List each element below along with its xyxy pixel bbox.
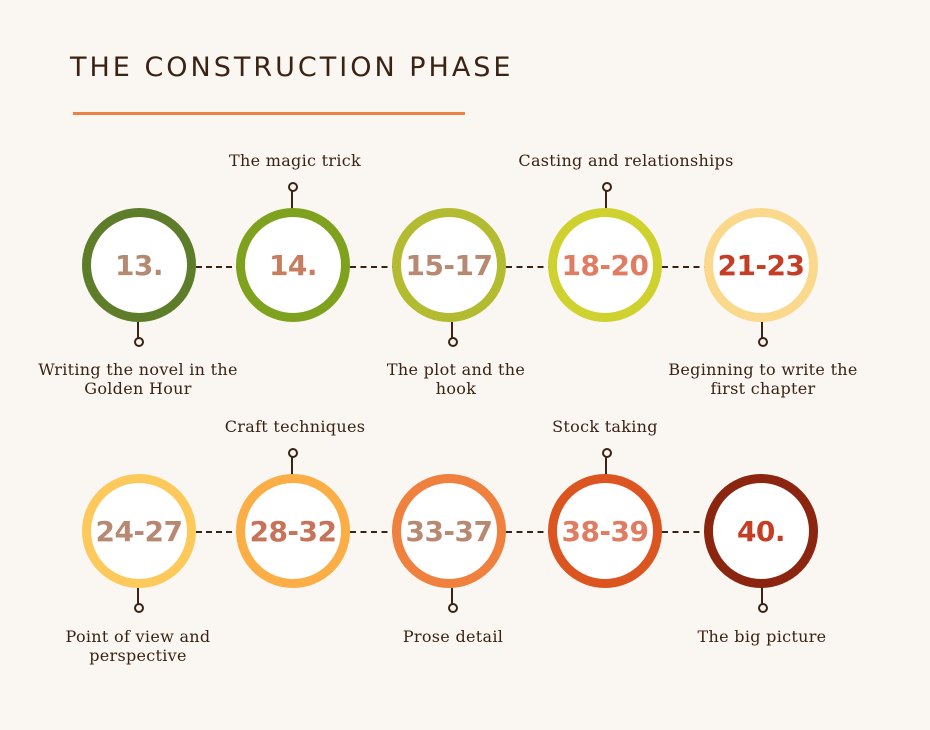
label-craft-techniques: Craft techniques bbox=[224, 417, 366, 436]
stem-dot bbox=[134, 603, 144, 613]
node-15-17: 15-17 bbox=[392, 208, 506, 322]
node-28-32: 28-32 bbox=[236, 474, 350, 588]
stem-dot bbox=[448, 337, 458, 347]
stem-dot bbox=[758, 603, 768, 613]
node-21-23: 21-23 bbox=[704, 208, 818, 322]
label-first-chapter: Beginning to write the first chapter bbox=[668, 360, 858, 398]
node-33-37: 33-37 bbox=[392, 474, 506, 588]
label-big-picture: The big picture bbox=[697, 627, 827, 646]
stem-dot bbox=[288, 448, 298, 458]
stem-dot bbox=[602, 182, 612, 192]
label-plot-hook: The plot and the hook bbox=[386, 360, 526, 398]
label-prose-detail: Prose detail bbox=[402, 627, 504, 646]
node-number: 21-23 bbox=[717, 248, 805, 282]
dashed-connector bbox=[662, 531, 710, 533]
dashed-connector bbox=[196, 266, 242, 268]
node-number: 40. bbox=[736, 514, 786, 548]
node-number: 14. bbox=[268, 248, 318, 282]
stem bbox=[451, 588, 453, 604]
stem bbox=[291, 456, 293, 476]
page-title: THE CONSTRUCTION PHASE bbox=[70, 52, 514, 83]
node-number: 18-20 bbox=[561, 248, 649, 282]
dashed-connector bbox=[506, 266, 554, 268]
node-18-20: 18-20 bbox=[548, 208, 662, 322]
node-number: 13. bbox=[114, 248, 164, 282]
stem-dot bbox=[288, 182, 298, 192]
dashed-connector bbox=[350, 531, 398, 533]
node-14: 14. bbox=[236, 208, 350, 322]
stem-dot bbox=[134, 337, 144, 347]
stem-dot bbox=[448, 603, 458, 613]
node-13: 13. bbox=[82, 208, 196, 322]
node-24-27: 24-27 bbox=[82, 474, 196, 588]
node-38-39: 38-39 bbox=[548, 474, 662, 588]
stem bbox=[605, 190, 607, 210]
stem bbox=[761, 588, 763, 604]
node-number: 24-27 bbox=[95, 514, 183, 548]
label-casting: Casting and relationships bbox=[518, 151, 734, 170]
stem-dot bbox=[602, 448, 612, 458]
label-writing-novel: Writing the novel in the Golden Hour bbox=[38, 360, 238, 398]
stem bbox=[605, 456, 607, 476]
stem bbox=[451, 322, 453, 338]
node-40: 40. bbox=[704, 474, 818, 588]
stem bbox=[291, 190, 293, 210]
dashed-connector bbox=[350, 266, 398, 268]
dashed-connector bbox=[662, 266, 710, 268]
label-magic-trick: The magic trick bbox=[229, 151, 361, 170]
node-number: 38-39 bbox=[561, 514, 649, 548]
title-underline bbox=[73, 112, 465, 115]
dashed-connector bbox=[506, 531, 554, 533]
stem bbox=[137, 322, 139, 338]
stem bbox=[761, 322, 763, 338]
node-number: 15-17 bbox=[405, 248, 493, 282]
node-number: 28-32 bbox=[249, 514, 337, 548]
dashed-connector bbox=[196, 531, 242, 533]
label-point-of-view: Point of view and perspective bbox=[65, 627, 211, 665]
stem bbox=[137, 588, 139, 604]
node-number: 33-37 bbox=[405, 514, 493, 548]
stem-dot bbox=[758, 337, 768, 347]
label-stock-taking: Stock taking bbox=[552, 417, 658, 436]
